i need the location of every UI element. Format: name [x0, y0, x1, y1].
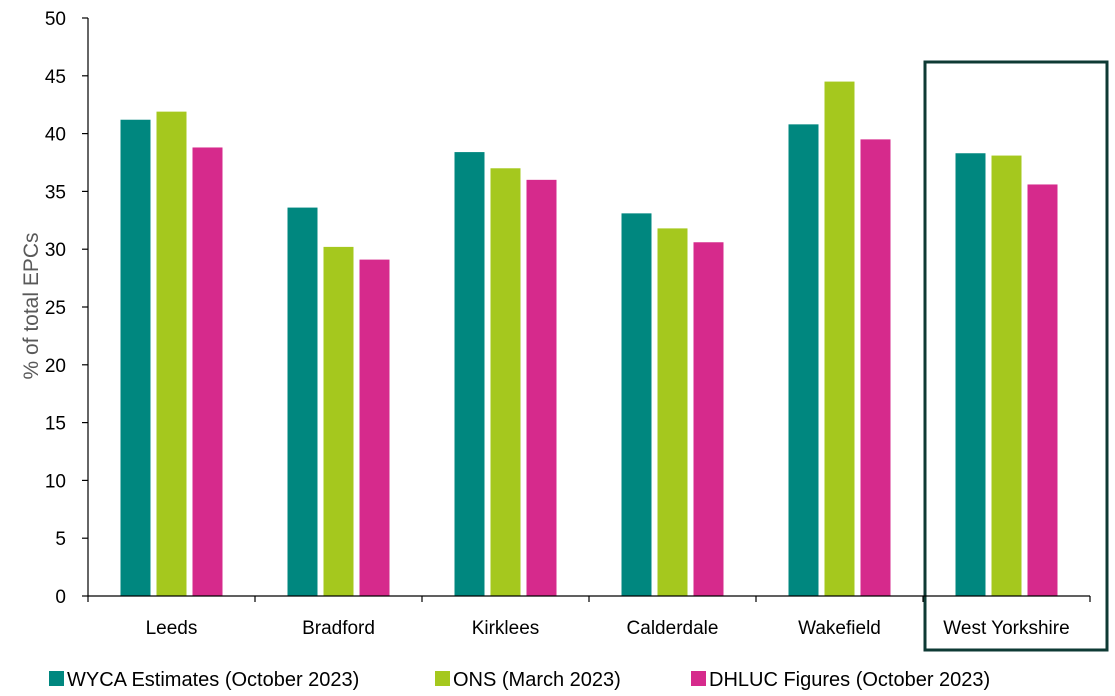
- axes: 0 5 10 15 20 25 30 35 40 45 50 Leeds Bradford Kirklee…: [45, 9, 1091, 639]
- y-tick-label: 25: [45, 298, 66, 319]
- bar-calderdale-series-3: [693, 242, 724, 596]
- bar-bradford-series-2: [323, 246, 354, 596]
- bar-wakefield-series-1: [788, 124, 819, 597]
- legend-swatch: [691, 671, 706, 686]
- y-tick-label: 10: [45, 471, 66, 492]
- x-category-label: West Yorkshire: [943, 618, 1069, 639]
- y-tick-label: 30: [45, 240, 66, 261]
- bar-leeds-series-2: [156, 111, 187, 597]
- y-tick-label: 20: [45, 356, 66, 377]
- bar-kirklees-series-1: [454, 152, 485, 596]
- bar-calderdale-series-1: [621, 213, 652, 596]
- bar-west-yorkshire-series-2: [991, 155, 1022, 596]
- x-category-label: Bradford: [302, 618, 375, 639]
- x-category-label: Leeds: [146, 618, 198, 639]
- legend-label: ONS (March 2023): [453, 669, 621, 691]
- y-tick-label: 0: [55, 587, 66, 608]
- y-tick-label: 15: [45, 414, 66, 435]
- y-tick-label: 45: [45, 67, 66, 88]
- bar-wakefield-series-2: [824, 81, 855, 596]
- bar-calderdale-series-2: [657, 228, 688, 596]
- bar-kirklees-series-2: [490, 168, 521, 596]
- highlight-box: [923, 60, 1109, 652]
- bar-west-yorkshire-series-1: [955, 153, 986, 596]
- y-tick-label: 5: [55, 529, 66, 550]
- bar-leeds-series-3: [192, 147, 223, 597]
- bar-kirklees-series-3: [526, 179, 557, 596]
- plot-area: [120, 60, 1109, 652]
- legend-swatch: [49, 671, 64, 686]
- y-tick-label: 35: [45, 182, 66, 203]
- bar-west-yorkshire-series-3: [1027, 184, 1058, 597]
- legend-label: DHLUC Figures (October 2023): [709, 669, 990, 691]
- x-category-label: Kirklees: [472, 618, 540, 639]
- x-category-label: Wakefield: [798, 618, 881, 639]
- legend-swatch: [435, 671, 450, 686]
- bar-wakefield-series-3: [860, 139, 891, 596]
- y-axis-title: % of total EPCs: [20, 232, 43, 379]
- bar-leeds-series-1: [120, 119, 151, 596]
- legend: WYCA Estimates (October 2023) ONS (March …: [49, 669, 990, 691]
- y-tick-label: 40: [45, 125, 66, 146]
- x-category-label: Calderdale: [627, 618, 719, 639]
- bar-bradford-series-1: [287, 207, 318, 597]
- bar-bradford-series-3: [359, 259, 390, 596]
- y-tick-label: 50: [45, 9, 66, 30]
- legend-label: WYCA Estimates (October 2023): [67, 669, 359, 691]
